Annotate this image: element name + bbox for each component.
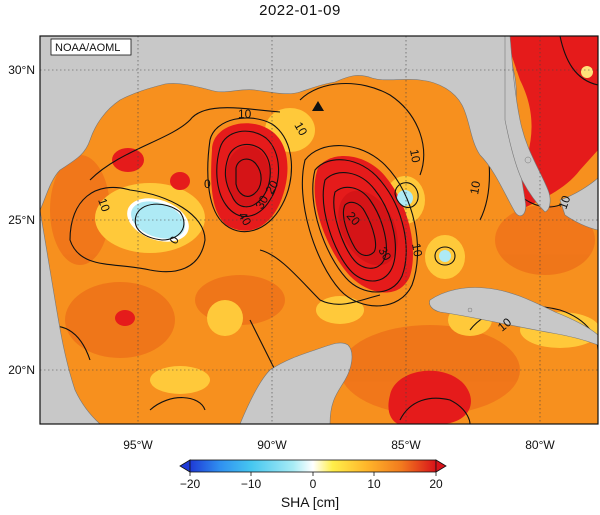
lat-tick-labels: 30°N 25°N 20°N [8,63,35,377]
colorbar-tick: 10 [367,477,381,491]
map-frame [39,35,599,425]
colorbar-right-arrow [435,459,447,473]
land-key [467,307,473,313]
contour-label: 10 [409,242,425,258]
land-florida [504,36,551,213]
lon-tick: 80°W [525,438,555,452]
lon-tick: 95°W [123,438,153,452]
contour-label: 30 [252,193,271,212]
colorbar-label: SHA [cm] [280,494,340,510]
colorbar-tick: −20 [180,477,201,491]
sha-field-low [127,66,593,262]
contour-label: 20 [262,178,281,197]
colorbar-ramp [189,459,437,473]
land-cuba [429,287,598,346]
land-yucatan [239,342,353,424]
colorbar-tick: 0 [310,477,317,491]
graticule [40,36,598,424]
credit-label: NOAA/AOML [55,42,120,54]
land-east-islands [559,177,598,231]
land-mexico-west [40,209,101,424]
contour-label: 0 [204,177,211,191]
credit-box [50,38,132,56]
lon-tick-labels: 95°W 90°W 85°W 80°W [123,438,555,452]
contour-label: 10 [556,193,574,211]
colorbar-left-arrow [179,459,191,473]
lat-tick: 25°N [8,213,35,227]
station-marker-icon [312,101,324,111]
lon-tick: 85°W [391,438,421,452]
contour-label: 10 [291,120,310,139]
contour-label: 10 [467,180,483,196]
contour-label: 10 [95,196,113,214]
map-title: 2022-01-09 [259,2,341,19]
colorbar-tick: 20 [429,477,443,491]
contour-label: 30 [375,245,394,264]
contour-label: 10 [238,107,252,121]
lat-tick: 30°N [8,63,35,77]
contour-label: 40 [235,210,254,229]
sha-field-darkred [226,146,398,266]
lat-tick: 20°N [8,363,35,377]
land-us-gulf-coast [40,36,526,216]
colorbar: −20 −10 0 10 20 [179,459,447,491]
land-key [524,156,532,164]
colorbar-tick: −10 [241,477,262,491]
contour-label: 10 [407,148,423,164]
lon-tick: 90°W [257,438,287,452]
